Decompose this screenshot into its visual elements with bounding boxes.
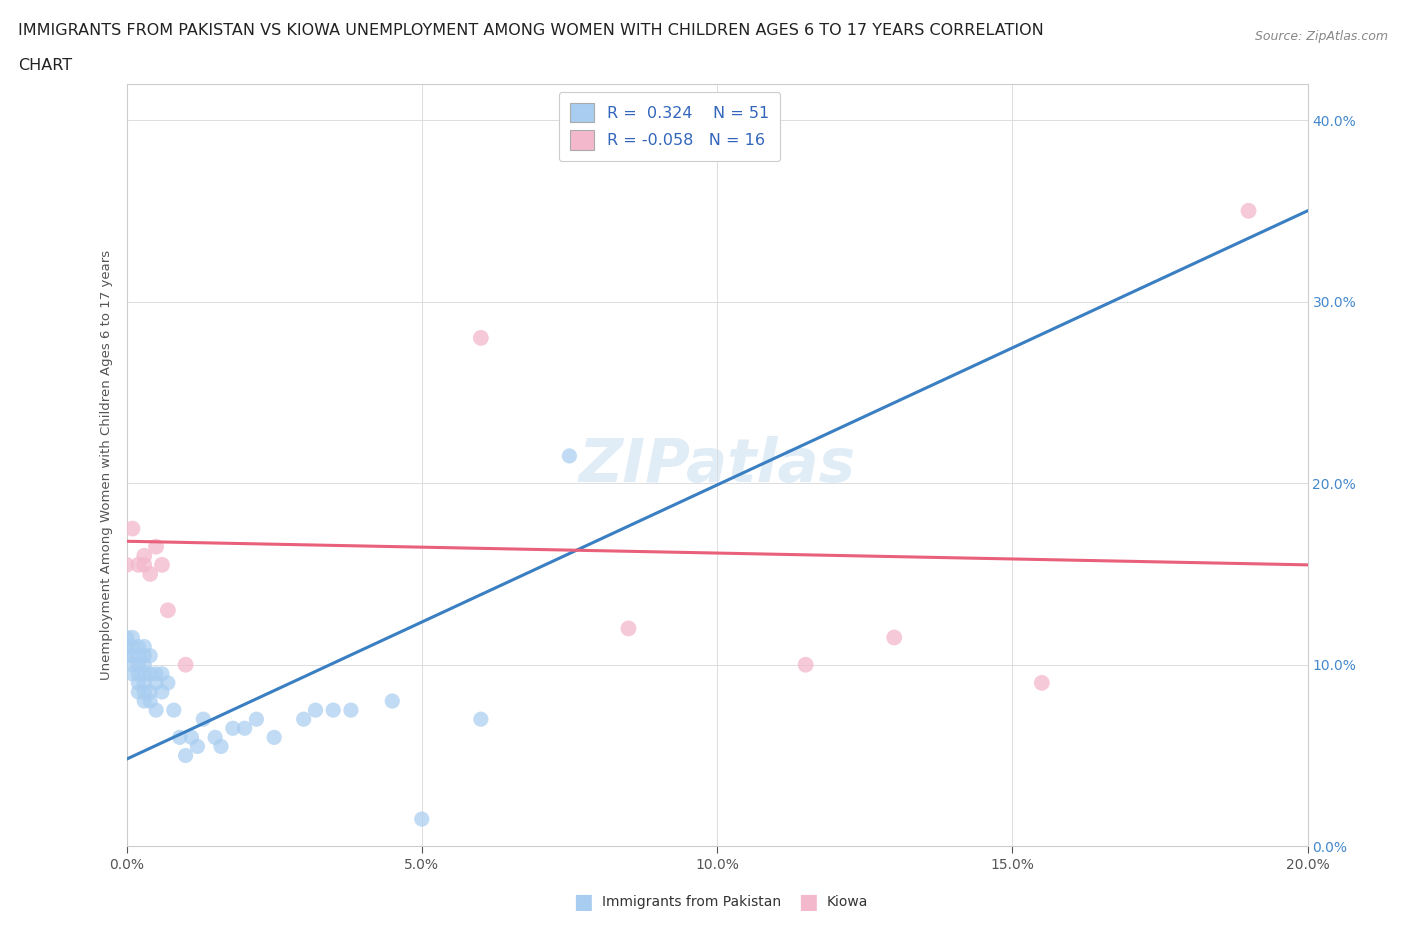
Point — [127, 648, 149, 663]
Point — [322, 703, 344, 718]
Text: Kiowa: Kiowa — [827, 895, 868, 910]
Point — [150, 684, 173, 699]
Text: CHART: CHART — [18, 58, 72, 73]
Point — [304, 703, 326, 718]
Point — [233, 721, 256, 736]
Point — [134, 658, 156, 672]
Text: Immigrants from Pakistan: Immigrants from Pakistan — [602, 895, 780, 910]
Point — [134, 667, 156, 682]
Point — [115, 648, 138, 663]
Point — [134, 684, 156, 699]
Point — [127, 639, 149, 654]
Point — [127, 557, 149, 572]
Point — [134, 557, 156, 572]
Point — [139, 694, 162, 709]
Text: ZIPatlas: ZIPatlas — [578, 435, 856, 495]
Y-axis label: Unemployment Among Women with Children Ages 6 to 17 years: Unemployment Among Women with Children A… — [100, 250, 114, 680]
Point — [145, 703, 167, 718]
Point — [470, 711, 492, 726]
Point — [134, 639, 156, 654]
Point — [204, 730, 226, 745]
Point — [139, 667, 162, 682]
Point — [127, 675, 149, 690]
Point — [134, 549, 156, 564]
Point — [558, 448, 581, 463]
Legend: R =  0.324    N = 51, R = -0.058   N = 16: R = 0.324 N = 51, R = -0.058 N = 16 — [560, 92, 780, 161]
Point — [150, 667, 173, 682]
Point — [193, 711, 215, 726]
Point — [174, 748, 197, 763]
Point — [1031, 675, 1053, 690]
Point — [150, 557, 173, 572]
Point — [139, 648, 162, 663]
Point — [794, 658, 817, 672]
Point — [127, 684, 149, 699]
Point — [411, 812, 433, 827]
Point — [180, 730, 202, 745]
Point — [139, 684, 162, 699]
Point — [156, 675, 179, 690]
Point — [145, 675, 167, 690]
Point — [134, 694, 156, 709]
Point — [883, 630, 905, 644]
Point — [134, 675, 156, 690]
Point — [617, 621, 640, 636]
Point — [186, 739, 208, 754]
Point — [145, 539, 167, 554]
Point — [121, 658, 143, 672]
Point — [134, 648, 156, 663]
Point — [121, 630, 143, 644]
Point — [121, 639, 143, 654]
Point — [1237, 204, 1260, 219]
Point — [121, 648, 143, 663]
Point — [139, 566, 162, 581]
Point — [145, 667, 167, 682]
Point — [127, 658, 149, 672]
Text: ■: ■ — [574, 892, 593, 912]
Point — [169, 730, 191, 745]
Text: Source: ZipAtlas.com: Source: ZipAtlas.com — [1254, 30, 1388, 43]
Point — [292, 711, 315, 726]
Point — [156, 603, 179, 618]
Point — [340, 703, 363, 718]
Point — [222, 721, 245, 736]
Point — [121, 667, 143, 682]
Point — [263, 730, 285, 745]
Point — [174, 658, 197, 672]
Point — [115, 639, 138, 654]
Text: ■: ■ — [799, 892, 818, 912]
Point — [245, 711, 267, 726]
Text: IMMIGRANTS FROM PAKISTAN VS KIOWA UNEMPLOYMENT AMONG WOMEN WITH CHILDREN AGES 6 : IMMIGRANTS FROM PAKISTAN VS KIOWA UNEMPL… — [18, 23, 1045, 38]
Point — [115, 557, 138, 572]
Point — [121, 521, 143, 536]
Point — [127, 667, 149, 682]
Point — [381, 694, 404, 709]
Point — [163, 703, 186, 718]
Point — [209, 739, 232, 754]
Point — [115, 630, 138, 644]
Point — [470, 330, 492, 345]
